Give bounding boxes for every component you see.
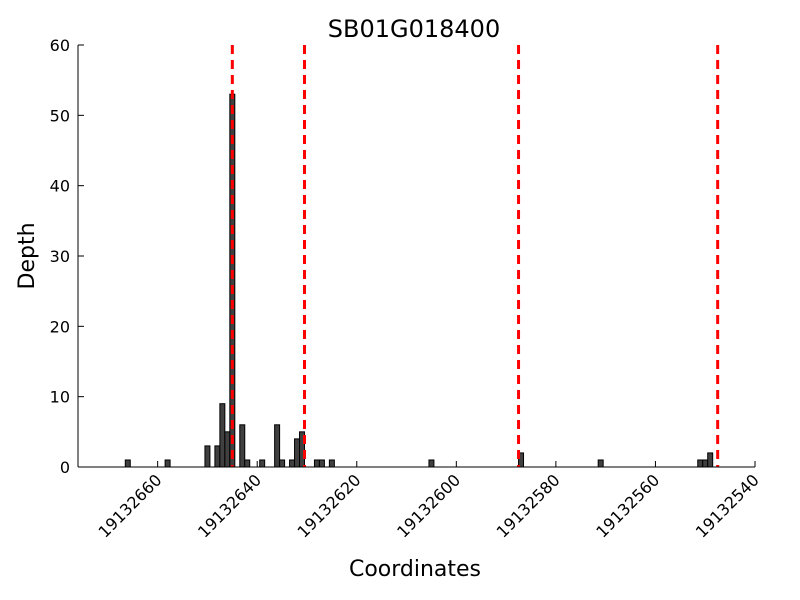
chart-title: SB01G018400 — [328, 15, 500, 43]
bar-16 — [318, 459, 325, 468]
bar-11 — [279, 459, 286, 468]
bar-15 — [313, 459, 320, 468]
bar-22 — [702, 459, 709, 468]
y-tick-label-2: 20 — [50, 317, 70, 336]
bar-3 — [214, 445, 221, 468]
x-axis-label: Coordinates — [349, 557, 481, 582]
x-tick-label-0: 19132660 — [94, 470, 165, 541]
bar-9 — [259, 459, 266, 468]
y-axis-label: Depth — [15, 222, 40, 289]
bar-2 — [204, 445, 211, 468]
bar-5 — [224, 431, 231, 468]
x-tick-label-1: 19132640 — [194, 470, 265, 541]
bar-20 — [597, 459, 604, 468]
bar-10 — [274, 424, 281, 468]
bar-8 — [244, 459, 251, 468]
bar-12 — [289, 459, 296, 468]
bar-17 — [328, 459, 335, 468]
y-tick-label-3: 30 — [50, 247, 70, 266]
y-tick-label-4: 40 — [50, 177, 70, 196]
x-tick-label-3: 19132600 — [393, 470, 464, 541]
bar-7 — [239, 424, 246, 468]
bar-1 — [164, 459, 171, 468]
bar-21 — [697, 459, 704, 468]
bar-0 — [124, 459, 131, 468]
x-ticks: 19132660 19132640 19132620 19132600 19132580… — [94, 461, 763, 541]
y-tick-label-5: 50 — [50, 106, 70, 125]
x-tick-label-6: 19132540 — [692, 470, 763, 541]
y-tick-label-1: 10 — [50, 388, 70, 407]
bar-13 — [294, 438, 301, 468]
bar-23 — [707, 452, 714, 468]
y-ticks: 0 10 20 30 40 50 60 — [50, 36, 84, 477]
marker-lines-layer — [230, 45, 720, 467]
x-tick-label-4: 19132580 — [493, 470, 564, 541]
y-tick-label-6: 60 — [50, 36, 70, 55]
x-tick-label-2: 19132620 — [294, 470, 365, 541]
y-tick-label-0: 0 — [60, 458, 70, 477]
bars-layer — [124, 93, 714, 468]
bar-18 — [428, 459, 435, 468]
bar-4 — [219, 403, 226, 468]
x-tick-label-5: 19132560 — [592, 470, 663, 541]
